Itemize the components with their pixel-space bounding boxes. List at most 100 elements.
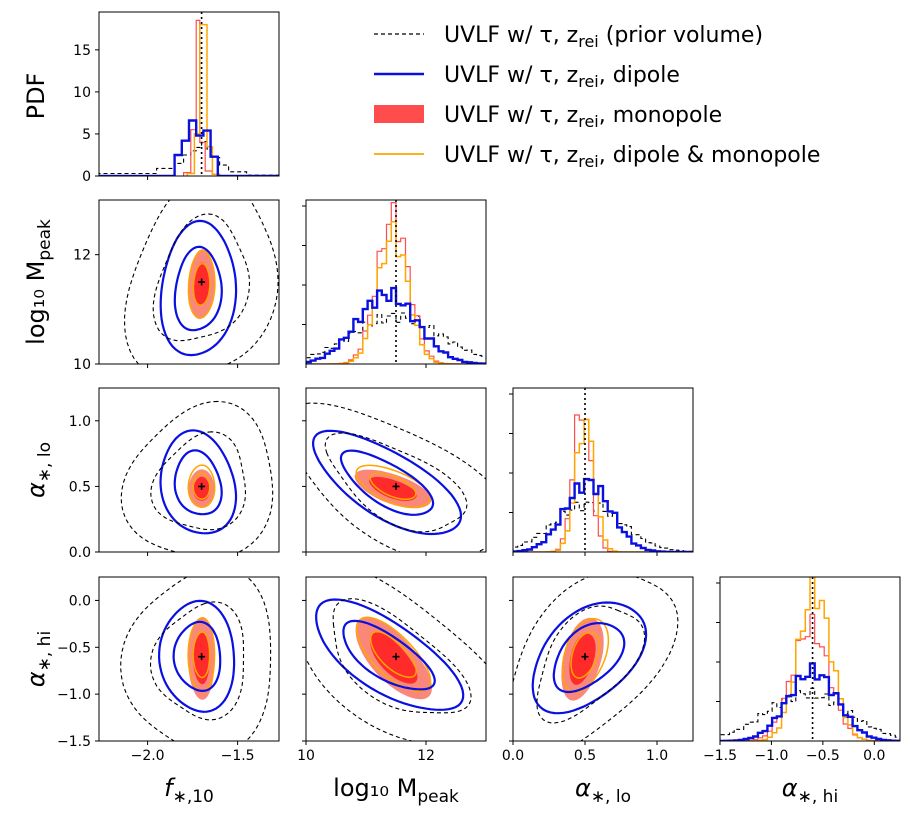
truth-marker: [581, 653, 589, 661]
y-axis-title-ahi: α∗, hi: [22, 631, 55, 687]
x-tick-label-mpeak: 10: [297, 748, 315, 764]
dipole-contour-outer: [315, 598, 465, 711]
truth-marker: [198, 278, 206, 286]
x-tick-label-alo: 1.0: [646, 748, 668, 764]
dipole-monopole-histogram: [186, 23, 221, 176]
prior-contour-inner: [332, 598, 472, 714]
axes-frame: [719, 576, 901, 742]
x-tick-label-mpeak: 12: [417, 748, 435, 764]
legend: UVLF w/ τ, zrei (prior volume) UVLF w/ τ,…: [374, 23, 820, 171]
legend-entry-dipole: UVLF w/ τ, zrei, dipole: [374, 63, 680, 91]
dipole-histogram: [306, 286, 486, 364]
y-tick-label-alo: 0.0: [69, 545, 91, 561]
y-axis-title-mpeak: log₁₀ Mpeak: [22, 219, 55, 345]
prior-contour-inner: [324, 432, 468, 533]
x-axis-title-fstar: f∗,10: [164, 774, 214, 807]
dipole-monopole-contour-outer: [356, 616, 432, 692]
dipole-contour-outer: [157, 599, 236, 713]
x-tick-label-ahi: −1.5: [703, 748, 737, 764]
axes-frame: [305, 576, 487, 742]
dipole-histogram: [513, 477, 693, 552]
dipole-histogram: [99, 119, 279, 176]
prior-contour-outer: [306, 402, 486, 552]
truth-marker: [198, 653, 206, 661]
truth-marker: [392, 653, 400, 661]
x-tick-label-ahi: −0.5: [806, 748, 840, 764]
dipole-monopole-contour-inner: [192, 472, 211, 500]
prior-contour-outer: [120, 577, 272, 741]
legend-swatch-monopole: [374, 105, 424, 123]
dipole-contour-inner: [172, 620, 222, 692]
dipole-monopole-contour-outer: [187, 464, 216, 508]
prior-contour-inner: [536, 605, 646, 724]
dipole-monopole-histogram: [720, 577, 900, 741]
x-tick-label-alo: 0.5: [574, 748, 596, 764]
dipole-contour-inner: [552, 621, 626, 694]
pdf-tick-label: 15: [73, 43, 91, 59]
dipole-contour-inner: [342, 619, 436, 691]
dipole-monopole-contour-inner: [192, 262, 211, 306]
prior-histogram: [720, 687, 900, 741]
legend-label-prior: UVLF w/ τ, zrei (prior volume): [444, 23, 763, 51]
y-tick-label-mpeak: 10: [73, 357, 91, 373]
axes-frame: [98, 11, 280, 177]
prior-histogram: [513, 501, 693, 552]
axes-frame-layer: [95, 11, 901, 745]
dipole-monopole-contour-outer: [187, 249, 216, 319]
x-axis-title-mpeak: log₁₀ Mpeak: [333, 774, 459, 807]
x-tick-label-alo: 0.0: [502, 748, 524, 764]
dipole-contour-outer: [531, 601, 648, 715]
dipole-monopole-contour-inner: [192, 631, 211, 679]
panel-mpeak-vs-fstar-lines: [124, 200, 279, 364]
axes-frame: [98, 387, 280, 553]
dipole-histogram: [720, 662, 900, 741]
prior-contour-outer: [513, 577, 679, 741]
panel-alo-vs-mpeak-lines: [306, 402, 486, 552]
x-axis-title-ahi: α∗, hi: [782, 774, 838, 807]
pdf-tick-label: 5: [82, 127, 91, 143]
y-tick-label-ahi: −1.0: [57, 687, 91, 703]
panel-ahi-vs-mpeak-lines: [306, 577, 486, 741]
dipole-contour-inner: [339, 449, 435, 516]
prior-histogram: [306, 312, 486, 364]
legend-label-monopole: UVLF w/ τ, zrei, monopole: [444, 103, 722, 131]
axes-frame: [305, 387, 487, 553]
x-tick-label-ahi: −1.0: [754, 748, 788, 764]
truth-marker: [392, 482, 400, 490]
prior-contour-outer: [306, 577, 486, 741]
prior-histogram: [99, 140, 279, 176]
prior-contour-outer: [124, 200, 279, 364]
monopole-contour-inner: [369, 476, 417, 501]
dipole-monopole-contour-inner: [369, 472, 417, 501]
panel-ahi-vs-fstar-lines: [120, 577, 272, 741]
legend-entry-monopole: UVLF w/ τ, zrei, monopole: [374, 103, 722, 131]
y-tick-label-ahi: 0.0: [69, 593, 91, 609]
dipole-contour-outer: [311, 429, 463, 536]
dipole-monopole-contour-inner: [570, 631, 601, 679]
panel-ahi-vs-mpeak-fills: [355, 616, 432, 700]
pdf-tick-label: 10: [73, 85, 91, 101]
legend-entry-both: UVLF w/ τ, zrei, dipole & monopole: [374, 143, 820, 171]
panel-alo-vs-fstar-lines: [120, 400, 274, 552]
dipole-monopole-contour-inner: [369, 630, 417, 678]
hist-alo: [513, 388, 693, 552]
hist-fstar: [99, 12, 279, 176]
dipole-contour-outer: [159, 219, 238, 357]
pdf-axis-title: PDF: [22, 73, 50, 120]
y-tick-label-ahi: −0.5: [57, 640, 91, 656]
dipole-contour-outer: [159, 429, 238, 535]
text-layer: 0 5 10 15 10 12 0.0 0.5 1.0 −2.0 −1.5 −1.5 −1.0 −0.5 0…: [22, 43, 885, 807]
axes-frame: [512, 387, 694, 553]
pdf-tick-label: 0: [82, 169, 91, 185]
prior-contour-inner: [149, 601, 245, 721]
dipole-monopole-contour-outer: [355, 464, 431, 508]
y-tick-label-ahi: −1.5: [57, 734, 91, 750]
y-tick-label-alo: 0.5: [69, 479, 91, 495]
y-tick-label-mpeak: 12: [73, 248, 91, 264]
axes-frame: [98, 576, 280, 742]
truth-marker: [198, 482, 206, 490]
monopole-contour-inner: [370, 632, 418, 684]
dipole-contour-inner: [173, 245, 223, 332]
legend-entry-prior: UVLF w/ τ, zrei (prior volume): [374, 23, 763, 51]
